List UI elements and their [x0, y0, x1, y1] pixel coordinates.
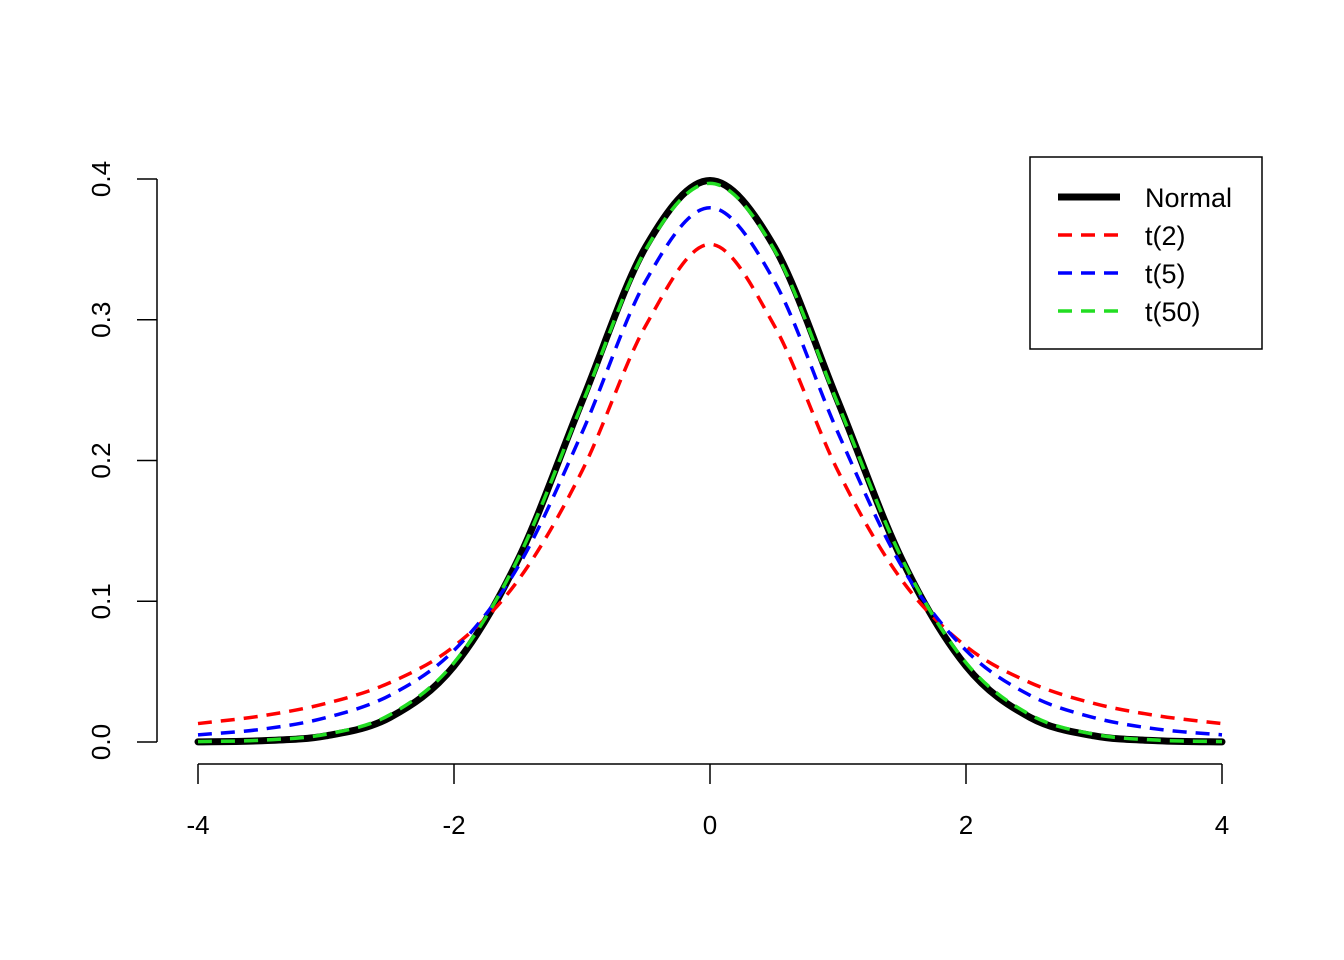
- y-tick-label: 0.1: [86, 583, 116, 619]
- y-axis: 0.0 0.1 0.2 0.3 0.4: [86, 161, 158, 760]
- x-tick-label: -4: [186, 810, 209, 840]
- series-line-normal: [194, 177, 1226, 746]
- x-tick-label: -2: [442, 810, 465, 840]
- y-tick-label: 0.0: [86, 724, 116, 760]
- series-line-t5: [197, 205, 1223, 737]
- legend: Normal t(2) t(5) t(50): [1029, 156, 1263, 350]
- series-line-t2: [197, 242, 1223, 726]
- legend-label: t(5): [1145, 259, 1186, 289]
- legend-box: [1029, 156, 1263, 350]
- series-line-t50: [197, 181, 1223, 744]
- series-layer: [194, 177, 1226, 746]
- x-tick-label: 2: [959, 810, 973, 840]
- y-tick-label: 0.2: [86, 442, 116, 478]
- x-tick-label: 4: [1215, 810, 1229, 840]
- x-axis: -4 -2 0 2 4: [186, 763, 1229, 840]
- y-tick-label: 0.4: [86, 161, 116, 197]
- x-tick-label: 0: [703, 810, 717, 840]
- y-tick-label: 0.3: [86, 302, 116, 338]
- legend-label: Normal: [1145, 183, 1232, 213]
- legend-label: t(2): [1145, 221, 1186, 251]
- legend-label: t(50): [1145, 297, 1201, 327]
